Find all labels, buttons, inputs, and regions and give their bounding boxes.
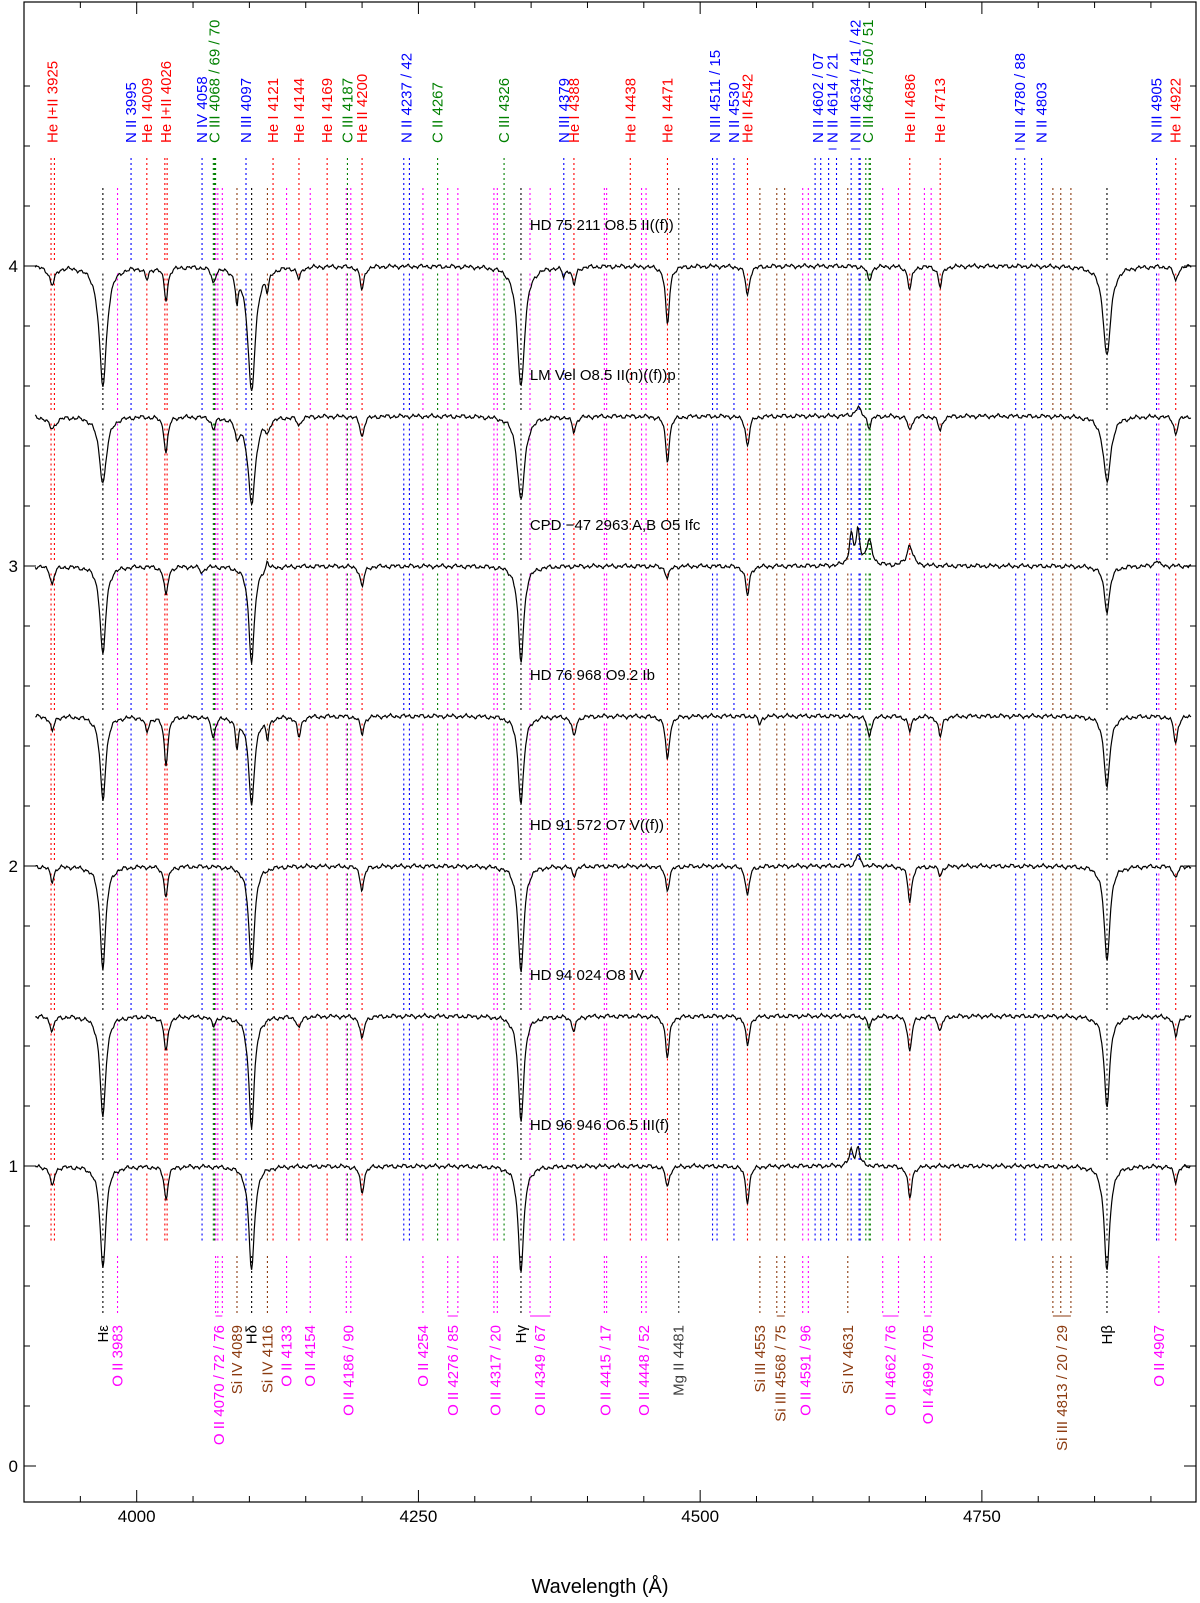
spectrum-line (34, 525, 1192, 664)
top-line-label: He II 4200 (354, 74, 371, 143)
series-label: HD 75 211 O8.5 II((f)) (530, 217, 674, 234)
series-label: HD 76 968 O9.2 Ib (530, 667, 655, 684)
series-label: CPD −47 2963 A,B O5 Ifc (530, 517, 701, 534)
spectrum-line (34, 854, 1192, 973)
top-line-label: C III 4068 / 69 / 70 (206, 20, 223, 143)
y-tick-label: 3 (9, 557, 18, 576)
top-line-label: He II 4686 (902, 74, 919, 143)
top-line-label: N II 4530 (726, 82, 743, 143)
bottom-line-label: O II 4907 (1151, 1325, 1168, 1387)
x-tick-label: 4000 (118, 1507, 156, 1526)
x-tick-label: 4500 (681, 1507, 719, 1526)
series-label: HD 96 946 O6.5 III(f) (530, 1117, 669, 1134)
top-line-label: N II 4780 / 88 (1012, 53, 1029, 143)
bottom-line-label: O II 4254 (415, 1325, 432, 1387)
bottom-line-label: O II 4154 (302, 1325, 319, 1387)
bottom-line-label: Hε (95, 1325, 112, 1343)
top-line-label: N IV 4058 (194, 76, 211, 143)
bottom-line-label: Si III 4813 / 20 / 29 (1054, 1325, 1071, 1451)
bottom-line-label: O II 4133 (279, 1325, 296, 1387)
bottom-line-label: O II 4276 / 85 (445, 1325, 462, 1416)
x-axis-label: Wavelength (Å) (531, 1575, 668, 1598)
top-line-label: He II 4542 (739, 74, 756, 143)
top-line-label: N III 4097 (238, 78, 255, 143)
top-line-label: N II 4803 (1034, 82, 1051, 143)
bottom-line-label: O II 4186 / 90 (341, 1325, 358, 1416)
series-labels: HD 75 211 O8.5 II((f)) LM Vel O8.5 II(n)(… (530, 217, 701, 1134)
bottom-line-label: Si IV 4631 (840, 1325, 857, 1394)
top-line-label: He I 4388 (566, 78, 583, 143)
bottom-line-label: O II 4349 / 67 (532, 1325, 549, 1416)
top-line-label: He I 4922 (1168, 78, 1185, 143)
bottom-line-labels: HεO II 3983 O II 4070 / 72 / 76 Si IV 4089… (95, 1325, 1168, 1451)
y-tick-label: 1 (9, 1157, 18, 1176)
bottom-line-label: O II 4591 / 96 (798, 1325, 815, 1416)
top-line-label: He I 4438 (622, 78, 639, 143)
spectrum-line (34, 405, 1192, 507)
bottom-line-label: O II 4070 / 72 / 76 (211, 1325, 228, 1445)
top-line-label: C III 4326 (496, 78, 513, 143)
bottom-line-label: Hβ (1099, 1325, 1116, 1345)
y-tick-label: 2 (9, 857, 18, 876)
spectrum-line (34, 262, 1192, 391)
top-line-label: He I 4121 (265, 78, 282, 143)
x-tick-label: 4750 (963, 1507, 1001, 1526)
line-guides (50, 148, 1177, 1317)
x-tick-label: 4250 (400, 1507, 438, 1526)
top-line-label: N II 4614 / 21 (825, 53, 842, 143)
top-line-label: N III 4905 (1149, 78, 1166, 143)
top-line-label: C II 4267 (430, 82, 447, 143)
spectrum-line (35, 712, 1192, 806)
y-tick-label: 4 (9, 257, 18, 276)
series-label: HD 94 024 O8 IV (530, 967, 644, 984)
bottom-line-label: Hγ (513, 1325, 530, 1344)
bottom-line-label: Mg II 4481 (671, 1325, 688, 1396)
bottom-line-label: O II 4317 / 20 (488, 1325, 505, 1416)
spectrum-line (35, 1012, 1192, 1129)
top-line-label: He I 4169 (319, 78, 336, 143)
top-line-label: N II 4602 / 07 (810, 53, 827, 143)
top-line-label: N II 3995 (123, 82, 140, 143)
top-line-label: N III 4379 (556, 78, 573, 143)
top-line-label: He I 4009 (139, 78, 156, 143)
bottom-line-label: O II 4448 / 52 (636, 1325, 653, 1416)
top-line-label: He I 4713 (932, 78, 949, 143)
top-line-label: He I+II 3925 (45, 61, 62, 143)
spectra-series (34, 262, 1192, 1272)
bottom-line-label: Hδ (244, 1325, 261, 1344)
bottom-line-label: O II 3983 (110, 1325, 127, 1387)
bottom-line-label: Si III 4568 / 75 (773, 1325, 790, 1422)
axes: 4000 4250 4500 4750 0 1 2 3 4 (9, 2, 1196, 1526)
top-line-label: He I 4471 (659, 78, 676, 143)
plot-frame (23, 1, 1197, 1503)
bottom-line-label: O II 4662 / 76 (883, 1325, 900, 1416)
spectrum-line (35, 1145, 1192, 1272)
top-line-label: C III 4647 / 50 / 51 (860, 20, 877, 143)
top-line-label: N III 4511 / 15 (707, 50, 724, 143)
bottom-line-label: Si IV 4116 (259, 1325, 276, 1393)
series-label: HD 91 572 O7 V((f)) (530, 817, 664, 834)
top-line-label: He I+II 4026 (158, 61, 175, 143)
top-line-label: N II 4237 / 42 (399, 53, 416, 143)
series-label: LM Vel O8.5 II(n)((f))p (530, 367, 676, 384)
bottom-line-label: O II 4699 / 705 (920, 1325, 937, 1424)
y-tick-label: 0 (9, 1457, 18, 1476)
bottom-line-label: Si IV 4089 (229, 1325, 246, 1394)
bottom-line-label: O II 4415 / 17 (597, 1325, 614, 1416)
bottom-line-label: Si III 4553 (752, 1325, 769, 1393)
top-line-label: C III 4187 (339, 78, 356, 143)
top-line-label: N III 4634 / 41 / 42 (848, 20, 865, 143)
top-line-label: He I 4144 (291, 78, 308, 143)
